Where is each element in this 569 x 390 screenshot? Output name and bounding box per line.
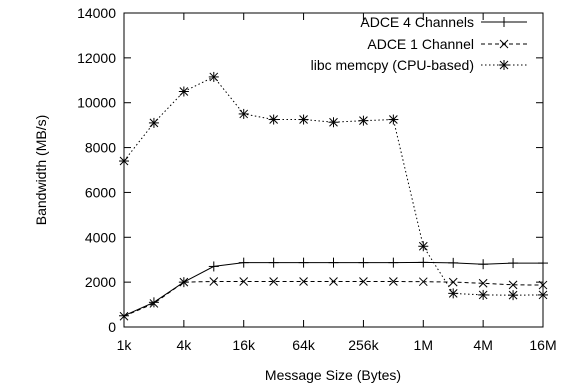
plot-frame — [123, 12, 544, 328]
data-point — [178, 86, 189, 97]
data-point — [328, 257, 339, 268]
series-1 — [119, 257, 548, 321]
legend: ADCE 4 Channels ADCE 1 Channel libc memcpy… — [311, 14, 527, 73]
data-point — [508, 258, 519, 269]
legend-item: ADCE 1 Channel — [367, 36, 527, 52]
y-tick-label: 8000 — [85, 140, 116, 156]
data-point — [148, 117, 159, 128]
x-tick-label: 256k — [348, 337, 379, 353]
series-line — [123, 76, 544, 296]
data-point — [328, 117, 339, 128]
y-axis-title: Bandwidth (MB/s) — [33, 115, 49, 225]
data-point — [239, 277, 249, 286]
data-point — [448, 257, 459, 268]
y-tick-label: 2000 — [85, 274, 116, 290]
x-tick-label: 16M — [529, 337, 556, 353]
data-point — [359, 277, 368, 286]
data-point — [418, 277, 428, 287]
data-point — [179, 277, 189, 287]
data-point — [508, 280, 518, 290]
x-axis-title: Message Size (Bytes) — [265, 367, 401, 383]
y-tick-label: 0 — [108, 319, 116, 335]
data-point — [388, 114, 399, 125]
data-point — [508, 290, 519, 301]
data-point — [299, 277, 308, 286]
data-point — [208, 71, 219, 82]
data-point — [358, 257, 369, 268]
y-tick-label: 4000 — [85, 229, 116, 245]
data-point — [389, 277, 398, 286]
legend-label: ADCE 1 Channel — [367, 36, 474, 52]
x-tick-label: 1k — [117, 337, 133, 353]
x-tick-labels: 1k 4k 16k 64k 256k 1M 4M 16M — [117, 337, 557, 353]
data-point — [329, 277, 338, 286]
data-point — [298, 257, 309, 268]
data-point — [149, 299, 159, 308]
y-tick-label: 6000 — [85, 184, 116, 200]
series-2 — [119, 277, 548, 321]
y-tick-label: 10000 — [77, 95, 116, 111]
y-tick-label: 14000 — [77, 5, 116, 21]
y-tick-label: 12000 — [77, 50, 116, 66]
x-tick-label: 4k — [176, 337, 192, 353]
legend-label: ADCE 4 Channels — [360, 14, 474, 30]
legend-marker — [499, 39, 509, 49]
data-point — [298, 114, 309, 125]
data-point — [269, 277, 278, 286]
data-point — [448, 288, 459, 299]
y-tick-labels: 0 2000 4000 6000 8000 10000 12000 14000 — [77, 5, 116, 335]
legend-label: libc memcpy (CPU-based) — [311, 57, 474, 73]
data-point — [209, 277, 219, 286]
data-point — [448, 277, 458, 287]
series-line — [123, 261, 543, 317]
data-point — [208, 261, 219, 272]
legend-marker — [499, 17, 509, 27]
data-point — [268, 257, 279, 268]
data-point — [478, 289, 489, 300]
data-point — [418, 257, 429, 268]
data-point — [418, 241, 429, 252]
data-point — [238, 257, 249, 268]
data-point — [148, 297, 159, 308]
legend-item: libc memcpy (CPU-based) — [311, 57, 527, 73]
series-lines — [119, 71, 548, 321]
legend-item: ADCE 4 Channels — [360, 14, 527, 30]
data-point — [358, 115, 369, 126]
legend-marker — [499, 60, 509, 70]
data-point — [478, 278, 488, 288]
x-tick-label: 64k — [292, 337, 316, 353]
data-point — [388, 257, 399, 268]
x-tick-label: 16k — [232, 337, 256, 353]
series-3 — [119, 71, 548, 301]
data-point — [238, 108, 249, 119]
data-point — [478, 259, 489, 270]
data-point — [268, 114, 279, 125]
x-tick-label: 4M — [473, 337, 492, 353]
x-tick-label: 1M — [414, 337, 433, 353]
